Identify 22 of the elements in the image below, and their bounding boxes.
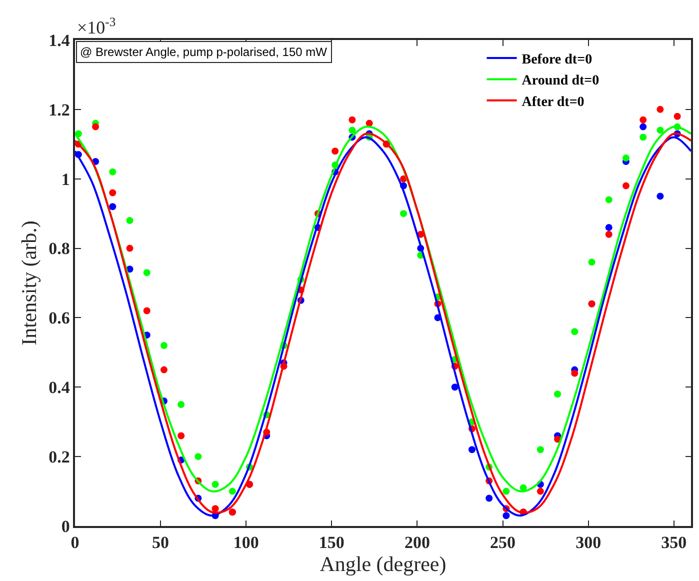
x-tick-label: 100	[233, 533, 259, 552]
y-tick-label: 1.4	[48, 30, 70, 50]
annotation: @ Brewster Angle, pump p-polarised, 150 mW	[80, 45, 328, 59]
y-tick-label: 1.2	[48, 100, 70, 120]
x-tick-label: 350	[661, 533, 687, 552]
legend-label: After dt=0	[522, 94, 584, 110]
x-tick-label: 300	[576, 533, 602, 552]
x-tick-label: 200	[404, 533, 430, 552]
y-tick-label: 0.8	[48, 239, 70, 258]
y-tick-label: 0.6	[48, 308, 70, 328]
y-tick-label: 0.2	[48, 448, 70, 467]
y-axis-title: Intensity (arb.)	[17, 220, 42, 346]
text: ×10$^{-3}$	[77, 15, 116, 38]
y-tick-label: 0	[61, 516, 70, 536]
legend-label: Around dt=0	[522, 74, 600, 89]
x-tick-label: 50	[152, 533, 170, 552]
y-tick-label: 1	[61, 170, 70, 189]
y-tick-label: 0.4	[48, 378, 70, 398]
x-axis-title: Angle (degree)	[320, 552, 446, 576]
legend-label: Before dt=0	[522, 52, 592, 68]
x-tick-label: 250	[490, 533, 516, 552]
x-tick-label: 150	[318, 533, 344, 552]
